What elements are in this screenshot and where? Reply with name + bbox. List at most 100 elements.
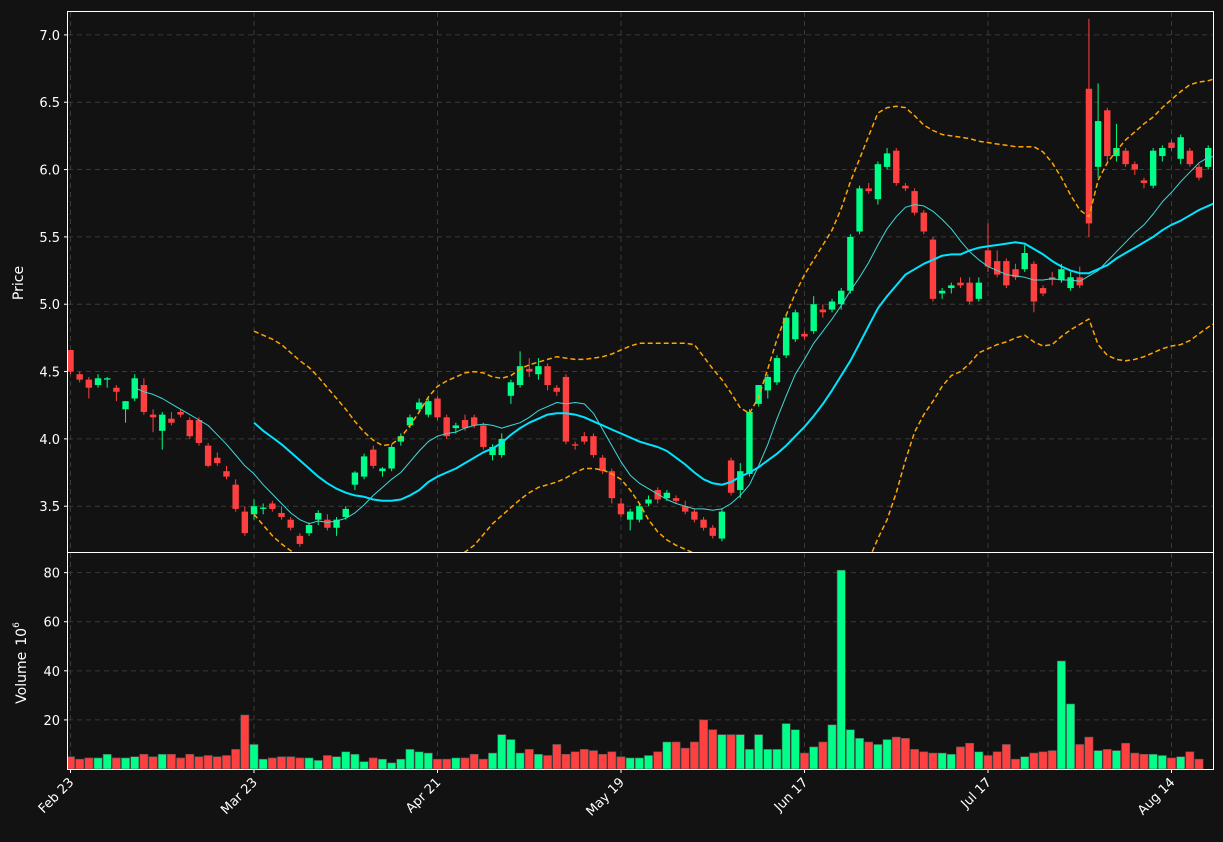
candle-body	[232, 484, 239, 509]
volume-bar	[249, 744, 259, 769]
candle-body	[608, 471, 616, 499]
volume-bar	[882, 739, 892, 769]
volume-bar	[148, 756, 158, 769]
candle-body	[498, 438, 505, 456]
volume-bar	[891, 736, 901, 769]
candle-body	[893, 150, 900, 184]
candle-body	[865, 188, 872, 192]
volume-bar	[680, 747, 690, 769]
candle-body	[948, 285, 955, 289]
candle-body	[324, 519, 331, 528]
candle-body	[1058, 269, 1065, 280]
candle-body	[296, 535, 304, 544]
volume-bar	[497, 734, 507, 769]
candle-body	[149, 414, 157, 418]
volume-bar	[1112, 750, 1121, 769]
volume-bar	[1093, 750, 1103, 769]
candle-body	[1168, 142, 1175, 149]
candle-body	[388, 446, 395, 469]
price-panel	[68, 18, 1213, 552]
volume-bar	[534, 753, 543, 769]
candle-body	[782, 317, 790, 356]
price-tick-label: 5.0	[39, 298, 60, 313]
candle-body	[452, 425, 460, 429]
volume-bar	[992, 751, 1002, 769]
volume-bar	[552, 744, 562, 769]
candle-body	[590, 436, 597, 456]
candle-body	[168, 418, 175, 423]
price-tick-label: 3.5	[39, 500, 60, 515]
candle-body	[975, 282, 983, 299]
candle-body	[920, 212, 927, 232]
volume-bar	[699, 719, 708, 769]
volume-bar	[589, 750, 598, 769]
candle-body	[911, 191, 918, 213]
volume-bar	[414, 751, 424, 769]
candle-body	[929, 239, 937, 299]
volume-bar	[387, 762, 397, 769]
volume-bar	[258, 758, 268, 769]
volume-bar	[167, 753, 176, 769]
volume-bar	[1029, 752, 1039, 769]
volume-bar	[543, 755, 552, 769]
volume-bar	[1057, 660, 1066, 769]
volume-bar	[919, 751, 929, 769]
candle-body	[654, 490, 661, 500]
candle-body	[1039, 288, 1047, 294]
volume-bar	[864, 741, 874, 769]
candle-body	[828, 301, 836, 310]
candle-body	[1113, 148, 1120, 157]
candle-body	[792, 312, 799, 340]
candle-body	[874, 164, 882, 200]
candle-body	[984, 250, 992, 267]
volume-bar	[359, 761, 369, 769]
volume-bar	[644, 755, 653, 769]
candle-body	[76, 374, 83, 380]
candle-body	[746, 411, 753, 474]
candle-body	[250, 506, 258, 515]
volume-tick-label: 40	[43, 665, 60, 680]
volume-bar	[570, 751, 580, 769]
volume-bar	[781, 723, 791, 769]
volume-bar	[845, 729, 855, 769]
candle-body	[131, 378, 138, 399]
candle-body	[709, 527, 716, 536]
candle-body	[810, 304, 817, 332]
volume-bar	[928, 752, 938, 769]
candle-body	[122, 401, 129, 410]
volume-bar	[1148, 753, 1158, 769]
volume-bar	[194, 756, 204, 769]
volume-bar	[983, 755, 993, 769]
volume-bar	[442, 758, 452, 769]
candle-body	[177, 411, 184, 415]
volume-bar	[1139, 753, 1149, 769]
candle-body	[1067, 277, 1074, 289]
candle-body	[140, 385, 148, 412]
candle-body	[186, 420, 193, 437]
candle-body	[773, 358, 781, 383]
candle-body	[645, 499, 652, 504]
candle-body	[269, 503, 276, 509]
volume-bar	[726, 734, 736, 769]
candle-body	[1003, 261, 1010, 286]
candle-body	[1094, 121, 1102, 167]
candle-body	[305, 525, 313, 534]
price-tick-label: 6.0	[39, 164, 60, 179]
candle-body	[636, 506, 643, 520]
volume-bar	[946, 753, 956, 769]
candle-body	[287, 519, 294, 528]
candle-body	[351, 472, 359, 485]
volume-bar	[93, 757, 103, 769]
volume-bar	[809, 746, 819, 769]
volume-bar	[662, 741, 672, 769]
candle-body	[406, 417, 414, 426]
price-axis-label: Price	[11, 266, 27, 300]
candle-body	[1140, 180, 1148, 184]
volume-bar	[212, 756, 222, 769]
candle-body	[204, 445, 212, 466]
volume-bar	[304, 757, 314, 769]
volume-bar	[121, 757, 130, 769]
candle-body	[94, 378, 102, 386]
candle-body	[727, 460, 735, 493]
